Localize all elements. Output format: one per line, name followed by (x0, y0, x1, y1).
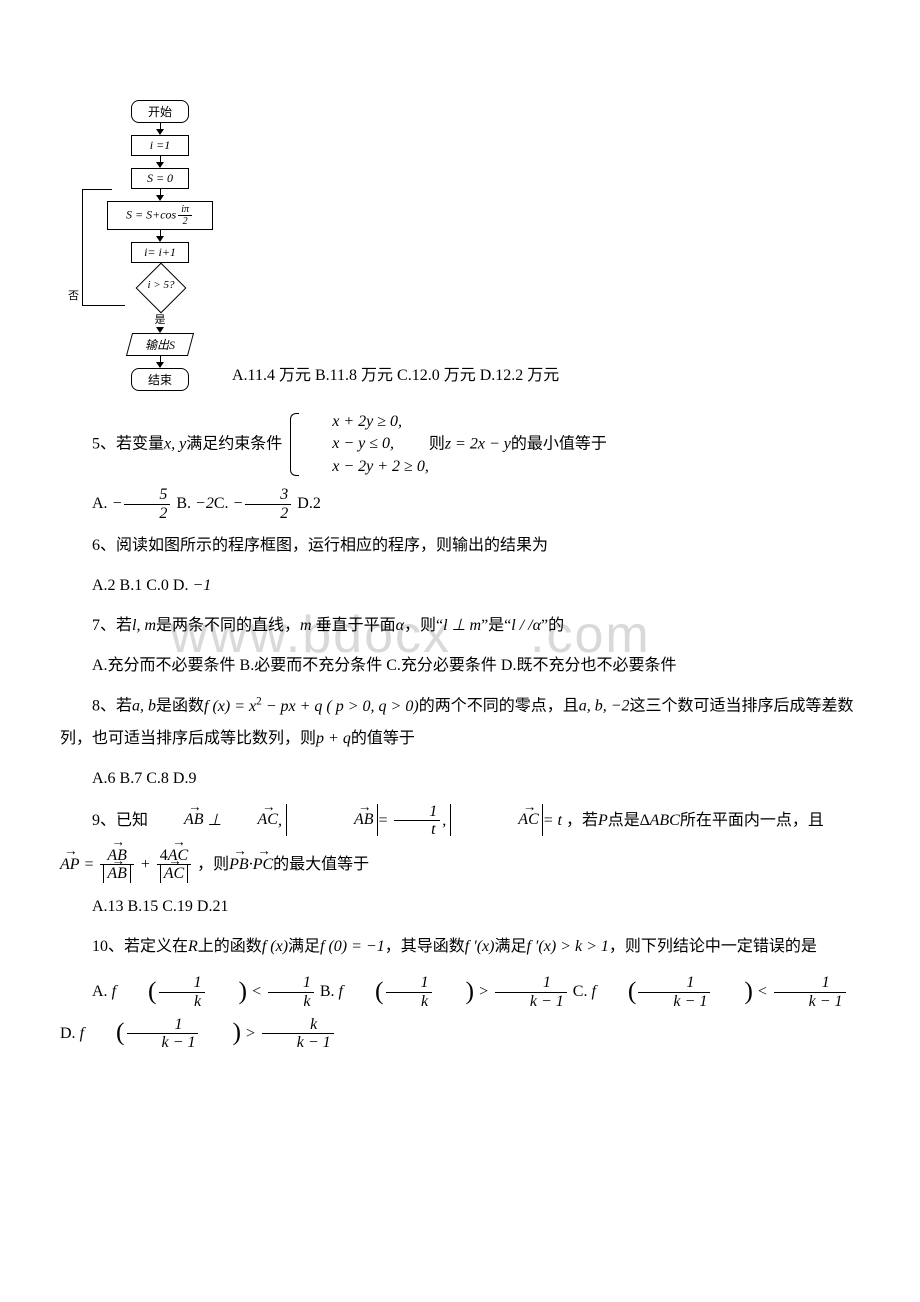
fc-loop-bottom (82, 305, 125, 306)
fc-init-s: S = 0 (131, 168, 189, 189)
q5-system: x + 2y ≥ 0, x − y ≤ 0, x − 2y + 2 ≥ 0, (286, 411, 429, 478)
fc-loop-top (82, 189, 112, 190)
fc-end: 结束 (131, 368, 189, 391)
q10-stem: 10、若定义在R上的函数f (x)满足f (0) = −1，其导函数f ′(x)… (60, 931, 860, 963)
fc-loop-left (82, 189, 83, 305)
fc-no-label: 否 (68, 287, 79, 303)
fc-inc-i: i= i+1 (131, 242, 189, 263)
q5-options: A. −52 B. −2C. −32 D.2 (60, 486, 860, 522)
q10-options: A. f(1k) < 1k B. f(1k) > 1k − 1 C. f(1k … (60, 971, 860, 1054)
fc-init-i: i =1 (131, 135, 189, 156)
fc-cond: i > 5? (138, 275, 182, 299)
q6-options: A.2 B.1 C.0 D. −1 (60, 570, 860, 602)
fc-update-s: S = S+cosiπ2 (107, 201, 213, 230)
q4-row: 开始 i =1 S = 0 否 S = S+cosiπ2 i= i+1 (60, 100, 860, 391)
fc-start: 开始 (131, 100, 189, 123)
fc-output: 输出S (126, 333, 194, 356)
q8-stem: 8、若a, b是函数f (x) = x2 − px + q ( p > 0, q… (60, 690, 860, 754)
q5-stem: 5、若变量x, y满足约束条件 x + 2y ≥ 0, x − y ≤ 0, x… (60, 411, 860, 478)
q8-options: A.6 B.7 C.8 D.9 (60, 763, 860, 795)
q4-options: A.11.4 万元 B.11.8 万元 C.12.0 万元 D.12.2 万元 (220, 361, 559, 391)
q6-stem: 6、阅读如图所示的程序框图，运行相应的程序，则输出的结果为 (60, 530, 860, 562)
q9-stem-line2: AP = ABAB + 4ACAC ，则PB·PC的最大值等于 (60, 847, 860, 883)
q7-stem: 7、若l, m是两条不同的直线，m 垂直于平面α，则“l ⊥ m”是“l / /… (60, 610, 860, 642)
flowchart: 开始 i =1 S = 0 否 S = S+cosiπ2 i= i+1 (100, 100, 220, 391)
q9-options: A.13 B.15 C.19 D.21 (60, 891, 860, 923)
q7-options: A.充分而不必要条件 B.必要而不充分条件 C.充分必要条件 D.既不充分也不必… (60, 650, 860, 682)
